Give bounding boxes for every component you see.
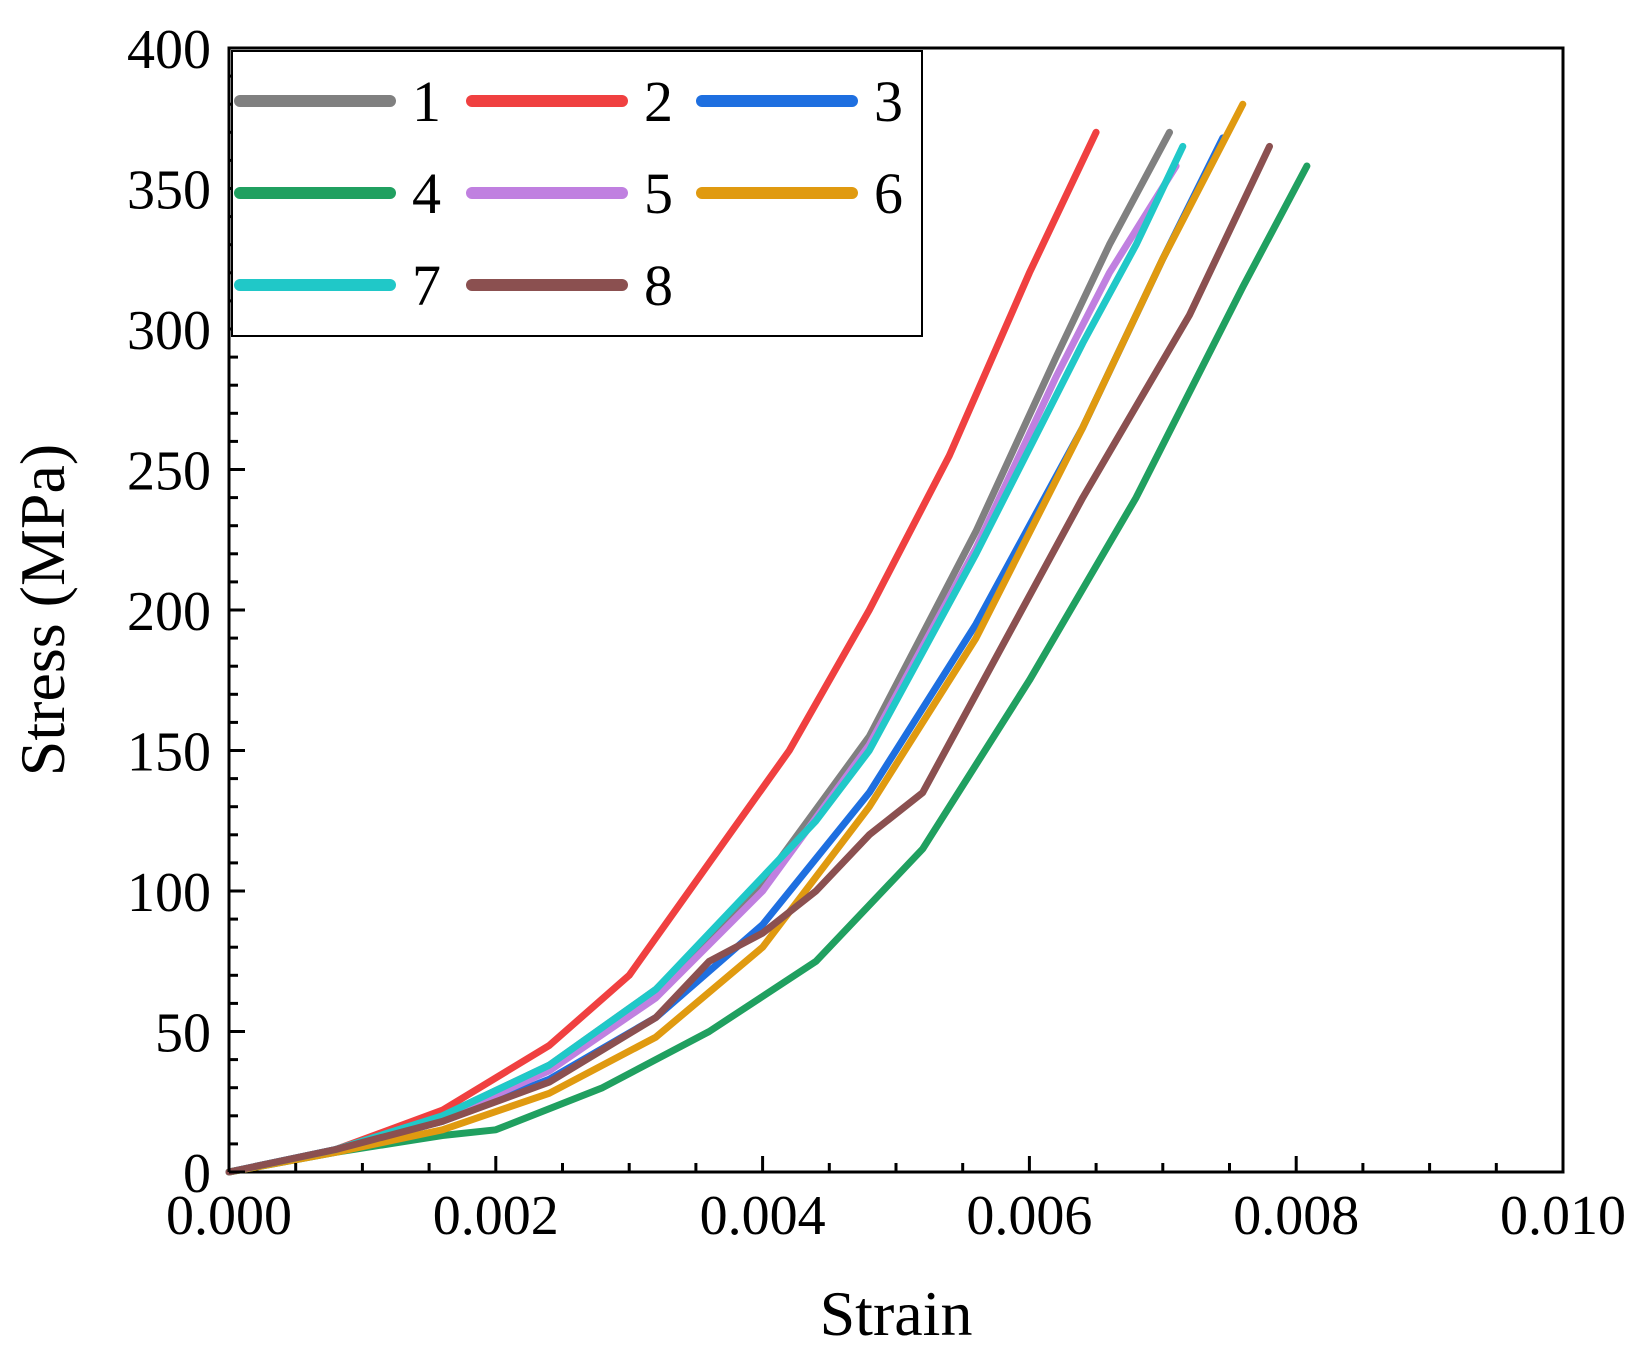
x-axis: 0.000 0.002 0.004 0.006 0.008 0.010 bbox=[166, 1156, 1626, 1247]
y-tick-label: 100 bbox=[127, 862, 211, 924]
series-line-4 bbox=[225, 162, 1311, 1176]
legend-label-1: 1 bbox=[412, 69, 441, 134]
series-line-2 bbox=[225, 128, 1100, 1176]
legend-label-2: 2 bbox=[644, 69, 673, 134]
y-axis-title: Stress (MPa) bbox=[7, 444, 78, 776]
legend: 1 2 3 4 5 6 7 8 bbox=[231, 50, 923, 337]
x-tick-label: 0.010 bbox=[1500, 1185, 1626, 1247]
legend-label-4: 4 bbox=[412, 161, 441, 226]
x-tick-label: 0.002 bbox=[433, 1185, 559, 1247]
y-axis: 0 50 100 150 200 250 300 350 400 bbox=[127, 19, 245, 1205]
legend-label-3: 3 bbox=[874, 69, 903, 134]
legend-label-5: 5 bbox=[644, 161, 673, 226]
legend-label-7: 7 bbox=[412, 253, 441, 318]
y-tick-label: 350 bbox=[127, 160, 211, 222]
x-tick-label: 0.000 bbox=[166, 1185, 292, 1247]
series-line-6 bbox=[225, 100, 1247, 1176]
y-tick-label: 50 bbox=[155, 1003, 211, 1065]
x-tick-label: 0.008 bbox=[1233, 1185, 1359, 1247]
x-tick-label: 0.004 bbox=[700, 1185, 826, 1247]
y-tick-label: 0 bbox=[183, 1143, 211, 1205]
legend-label-8: 8 bbox=[644, 253, 673, 318]
series-line-8 bbox=[225, 142, 1273, 1176]
y-tick-label: 150 bbox=[127, 722, 211, 784]
x-axis-title: Strain bbox=[820, 1278, 973, 1349]
series-layer bbox=[225, 100, 1311, 1176]
y-tick-label: 400 bbox=[127, 19, 211, 81]
y-tick-label: 200 bbox=[127, 581, 211, 643]
x-tick-label: 0.006 bbox=[966, 1185, 1092, 1247]
y-tick-label: 250 bbox=[127, 441, 211, 503]
series-line-7 bbox=[225, 142, 1187, 1176]
legend-label-6: 6 bbox=[874, 161, 903, 226]
y-tick-label: 300 bbox=[127, 300, 211, 362]
